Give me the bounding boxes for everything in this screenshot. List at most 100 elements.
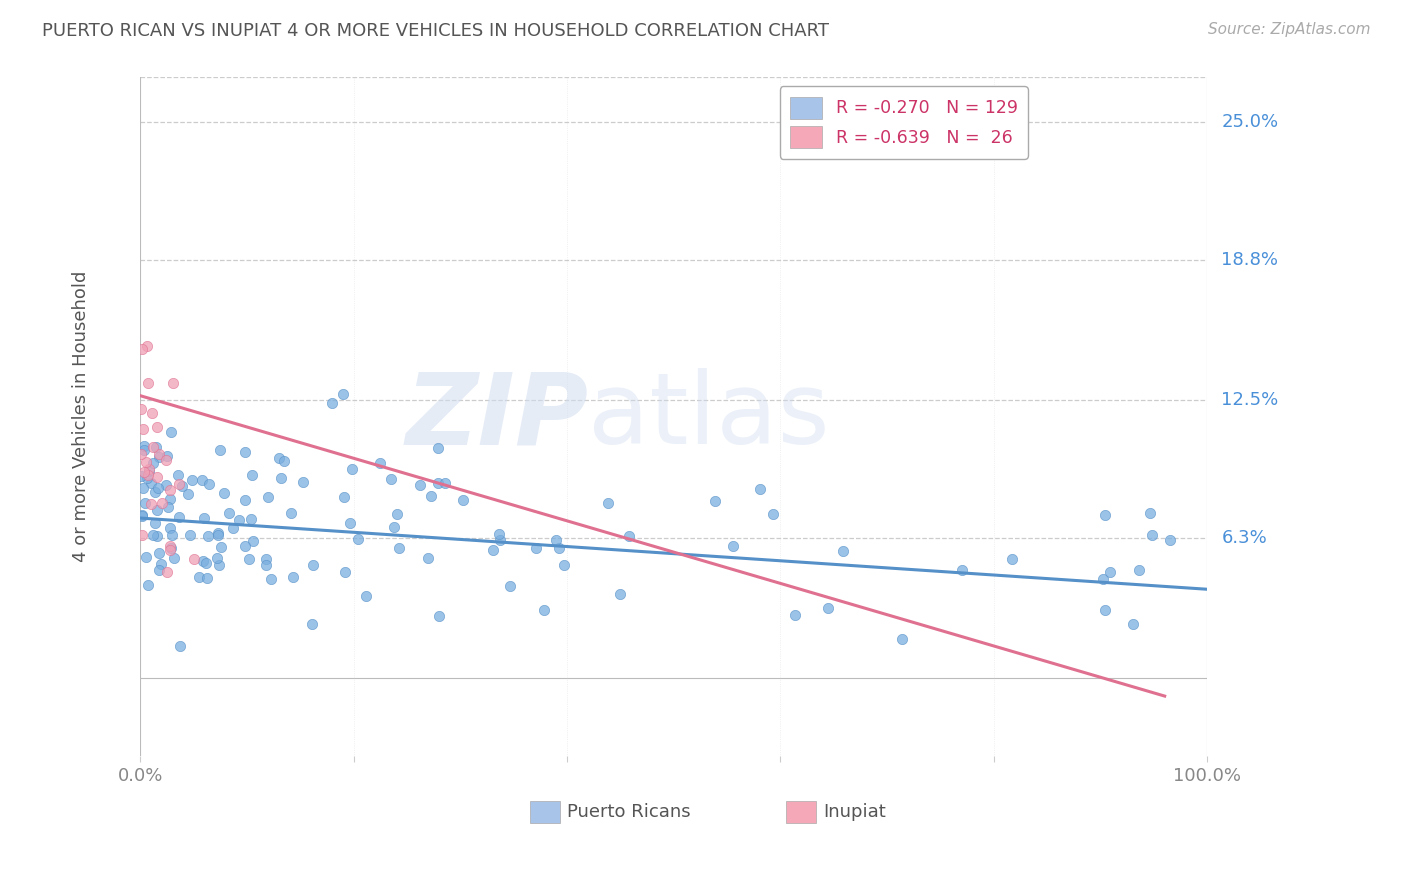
Point: [156, 565, 179, 579]
Point: [143, 516, 166, 530]
Point: [136, 339, 159, 353]
Point: [208, 443, 231, 458]
Point: [280, 506, 302, 520]
Point: [238, 552, 260, 566]
Point: [135, 455, 157, 469]
Point: [1091, 572, 1114, 586]
Point: [1099, 566, 1122, 580]
Point: [233, 493, 256, 508]
Point: [240, 468, 263, 483]
Point: [129, 402, 152, 417]
Point: [205, 551, 228, 566]
Text: Source: ZipAtlas.com: Source: ZipAtlas.com: [1208, 22, 1371, 37]
Point: [270, 471, 292, 485]
Point: [817, 601, 839, 615]
Point: [150, 496, 173, 510]
Point: [1140, 528, 1163, 542]
Point: [321, 395, 343, 409]
Point: [267, 451, 290, 466]
Point: [179, 528, 201, 542]
Point: [146, 529, 169, 543]
Point: [354, 589, 377, 603]
Point: [260, 572, 283, 586]
Point: [488, 526, 510, 541]
Point: [163, 551, 186, 566]
Point: [333, 566, 356, 580]
Point: [135, 550, 157, 565]
Point: [169, 640, 191, 654]
Point: [131, 508, 153, 522]
Point: [208, 558, 231, 573]
Point: [332, 386, 354, 401]
Point: [368, 456, 391, 470]
Text: 4 or more Vehicles in Household: 4 or more Vehicles in Household: [73, 271, 90, 563]
Point: [131, 527, 153, 541]
Point: [138, 461, 160, 475]
Point: [254, 558, 277, 572]
Point: [1128, 563, 1150, 577]
Point: [160, 528, 183, 542]
Point: [146, 470, 169, 484]
Point: [159, 521, 181, 535]
Point: [156, 449, 179, 463]
Point: [721, 539, 744, 553]
Point: [451, 492, 474, 507]
Point: [785, 608, 807, 623]
FancyBboxPatch shape: [530, 801, 560, 822]
Point: [256, 490, 278, 504]
Point: [159, 491, 181, 506]
Point: [416, 550, 439, 565]
Point: [380, 472, 402, 486]
Point: [281, 569, 304, 583]
Point: [197, 529, 219, 543]
Point: [212, 486, 235, 500]
Point: [222, 521, 245, 535]
Point: [159, 542, 181, 557]
Text: ZIP: ZIP: [405, 368, 588, 466]
Point: [488, 533, 510, 547]
Point: [762, 508, 785, 522]
Point: [596, 496, 619, 510]
Point: [347, 532, 370, 546]
Point: [609, 587, 631, 601]
Point: [292, 475, 315, 490]
Point: [135, 471, 157, 485]
Point: [207, 526, 229, 541]
Point: [148, 447, 170, 461]
Point: [167, 476, 190, 491]
Point: [141, 475, 163, 490]
Point: [134, 439, 156, 453]
Point: [136, 376, 159, 390]
Point: [950, 563, 973, 577]
Point: [139, 497, 162, 511]
Point: [333, 490, 356, 504]
Point: [142, 440, 165, 454]
Point: [233, 445, 256, 459]
Point: [388, 541, 411, 556]
Point: [619, 529, 641, 543]
FancyBboxPatch shape: [786, 801, 815, 822]
Point: [382, 520, 405, 534]
Point: [228, 513, 250, 527]
Point: [193, 510, 215, 524]
Point: [148, 563, 170, 577]
Point: [273, 454, 295, 468]
Point: [145, 440, 167, 454]
Point: [419, 489, 441, 503]
Point: [172, 479, 194, 493]
Point: [301, 617, 323, 632]
Point: [233, 539, 256, 553]
Point: [427, 476, 450, 491]
Point: [524, 541, 547, 555]
Text: Puerto Ricans: Puerto Ricans: [567, 803, 690, 821]
Point: [1139, 506, 1161, 520]
Point: [129, 469, 152, 483]
Point: [157, 500, 180, 514]
Point: [703, 494, 725, 508]
Point: [146, 481, 169, 495]
Point: [167, 509, 190, 524]
Point: [533, 603, 555, 617]
Point: [342, 462, 364, 476]
Point: [136, 577, 159, 591]
Point: [131, 343, 153, 357]
